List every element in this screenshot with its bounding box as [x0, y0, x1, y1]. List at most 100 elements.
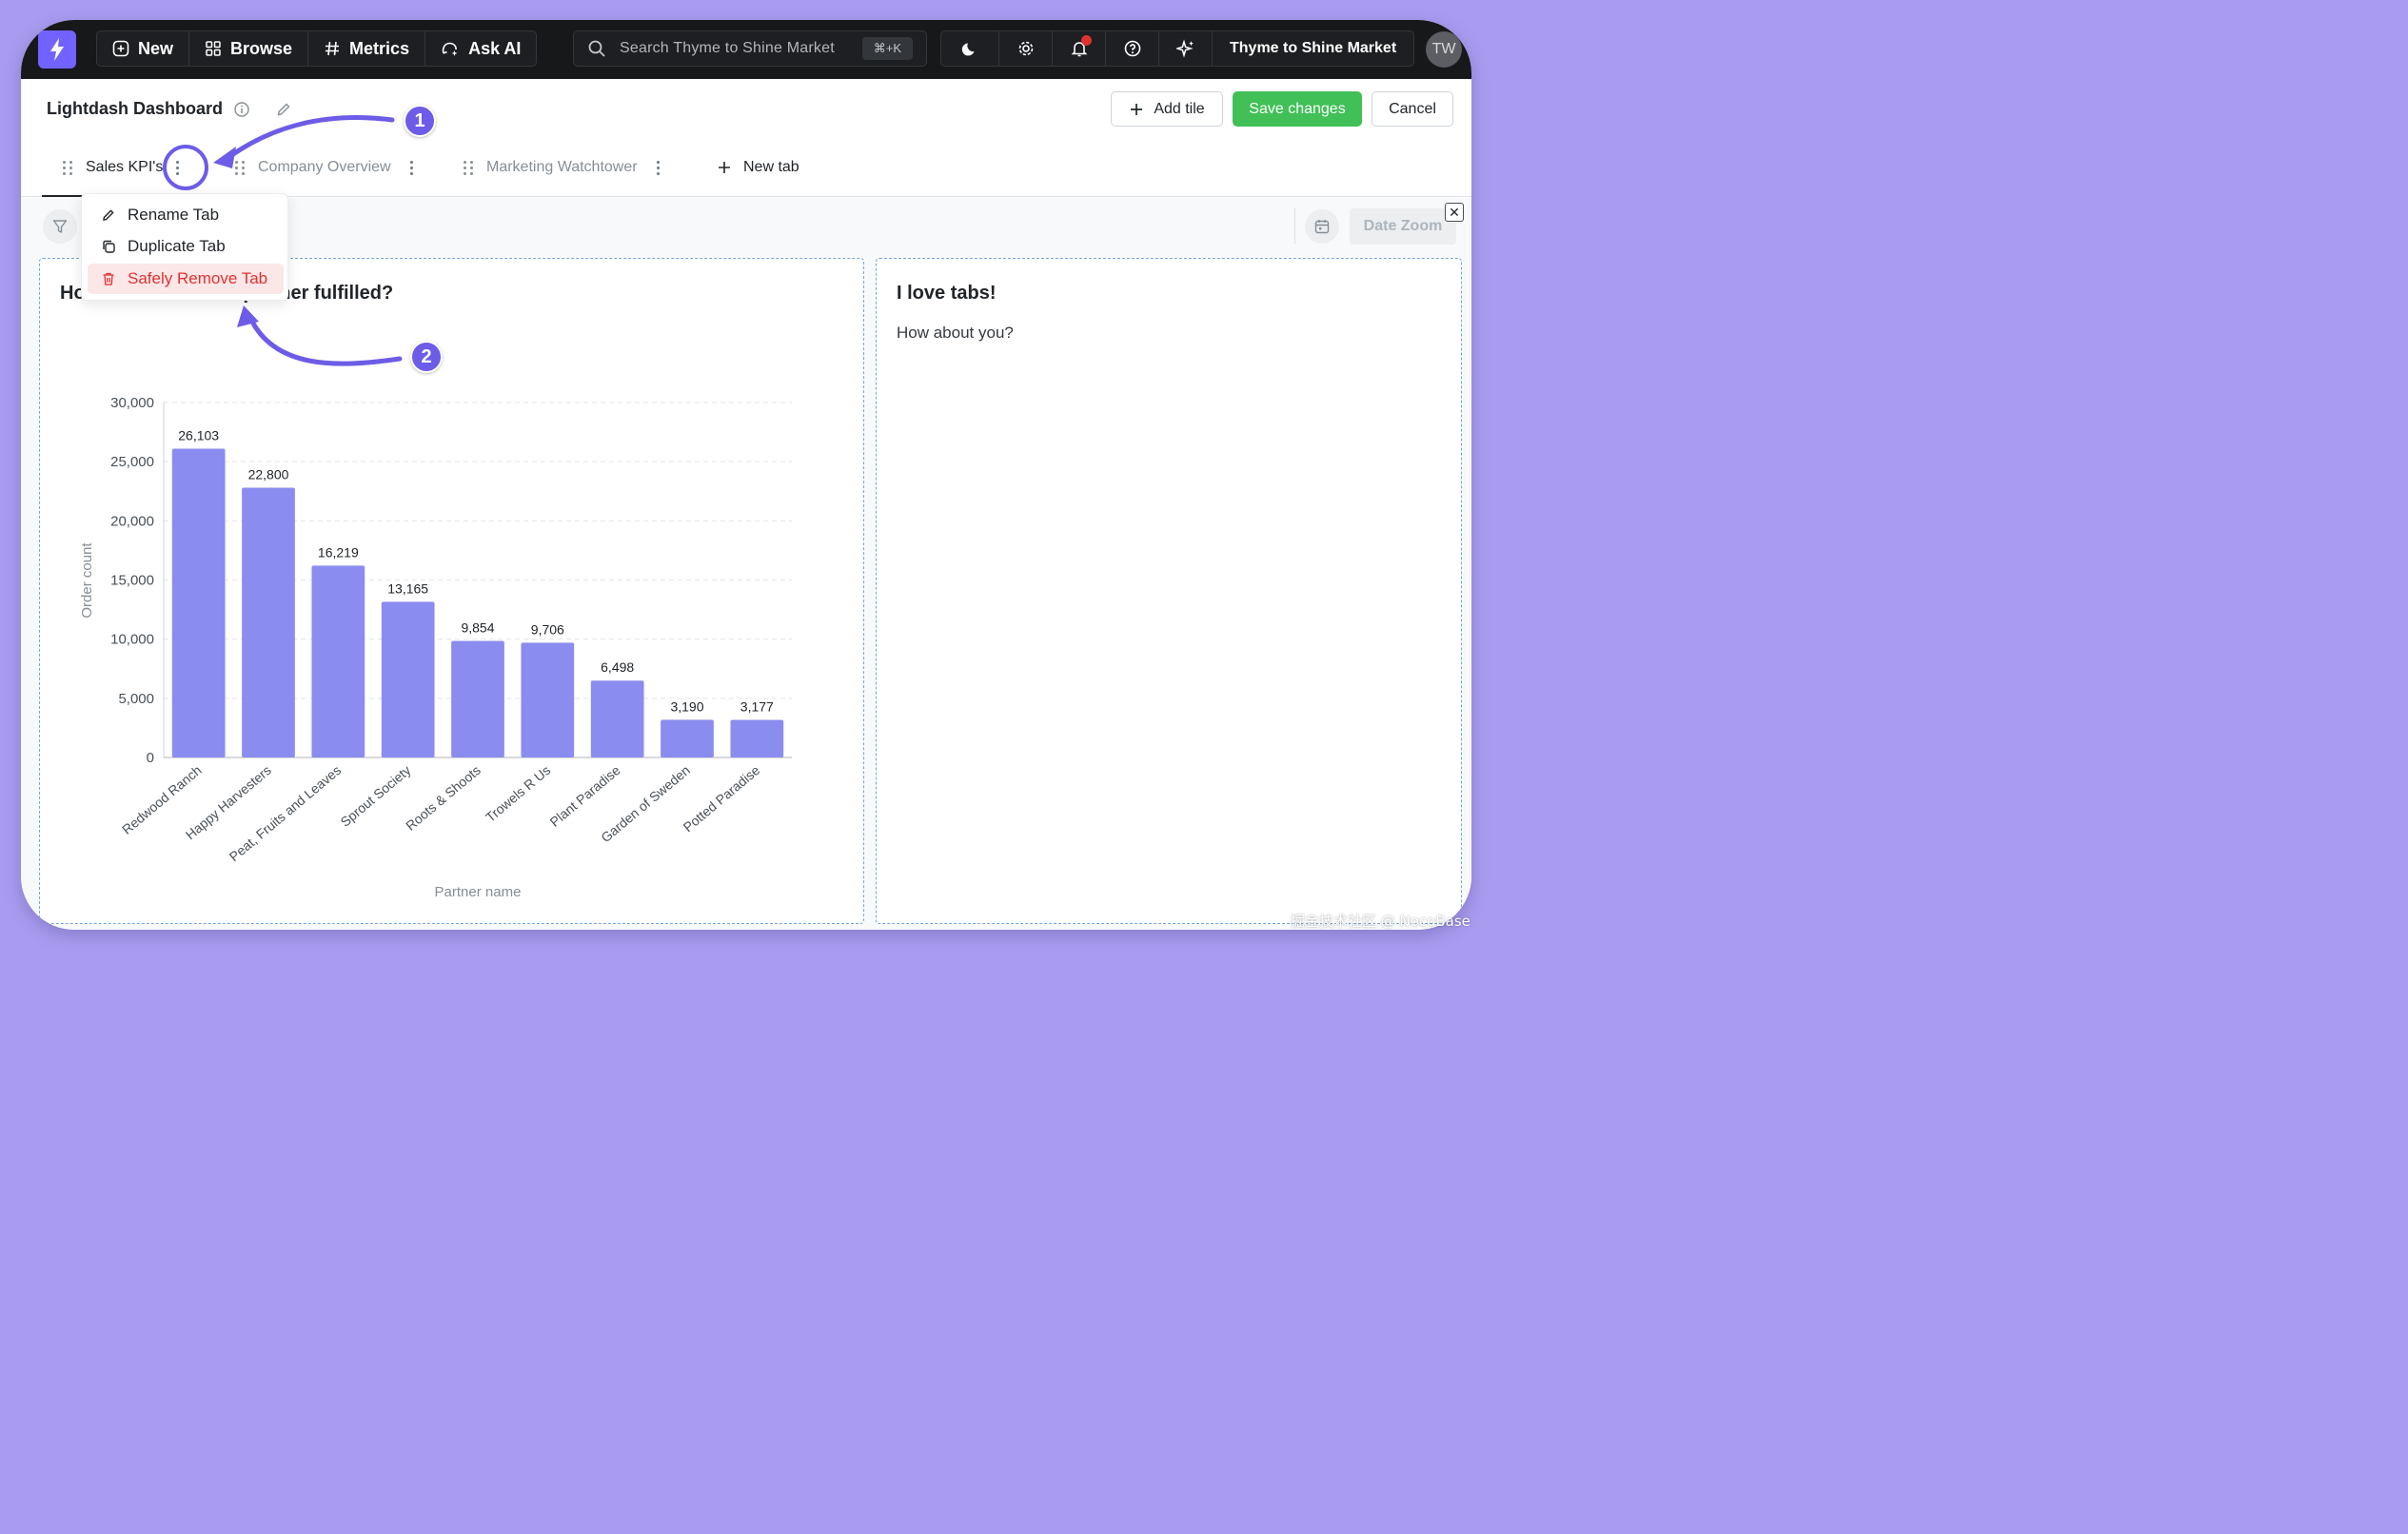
grid-icon [206, 41, 221, 56]
chart-tile[interactable]: Ho h partner fulfilled? 0 5,000 10,000 15,00… [39, 258, 864, 924]
data-label: 22,800 [248, 467, 289, 482]
x-tick-label: Plant Paradise [547, 762, 623, 830]
data-label: 13,165 [387, 580, 428, 596]
moon-icon [961, 43, 975, 56]
y-tick-label: 25,000 [110, 454, 154, 470]
utility-nav: Thyme to Shine Market [940, 30, 1415, 67]
gear-icon [1018, 41, 1033, 56]
metrics-button[interactable]: Metrics [308, 31, 426, 66]
date-zoom-label: Date Zoom [1363, 218, 1443, 234]
dashboard-tabs: Sales KPI's Company Overview Marketing W… [21, 138, 1471, 197]
drag-handle-icon[interactable] [235, 160, 245, 175]
help-button[interactable] [1106, 31, 1159, 66]
notifications-button[interactable] [1053, 31, 1106, 66]
help-icon [1124, 40, 1140, 57]
app-window: New Browse Metrics Ask AI Search Thyme t… [21, 20, 1471, 930]
save-changes-button[interactable]: Save changes [1233, 91, 1362, 127]
lightning-logo-icon[interactable] [38, 30, 76, 69]
tab-company-overview[interactable]: Company Overview [235, 138, 413, 197]
toolbar-divider [1294, 207, 1295, 244]
y-tick-label: 30,000 [110, 395, 154, 411]
settings-button[interactable] [999, 31, 1053, 66]
trash-icon [103, 272, 114, 285]
page-title: Lightdash Dashboard [47, 99, 224, 118]
bar [311, 565, 365, 757]
tab-sales-kpis[interactable]: Sales KPI's [63, 138, 180, 197]
hash-icon [326, 41, 340, 56]
tab-menu-icon[interactable] [409, 160, 413, 175]
theme-toggle-button[interactable] [941, 31, 999, 66]
edit-title-icon[interactable] [274, 100, 293, 119]
x-tick-label: Trowels R Us [483, 762, 553, 825]
x-axis-title: Partner name [435, 884, 522, 900]
menu-item-rename-tab[interactable]: Rename Tab [88, 200, 284, 230]
pencil-icon [103, 209, 114, 221]
markdown-tile[interactable]: I love tabs! How about you? [876, 258, 1462, 924]
menu-item-safely-remove-tab[interactable]: Safely Remove Tab [88, 264, 284, 294]
top-navbar: New Browse Metrics Ask AI Search Thyme t… [21, 20, 1471, 79]
avatar-initials: TW [1431, 41, 1456, 57]
info-icon[interactable] [232, 100, 251, 119]
chart-title-start: Ho [60, 283, 86, 304]
bar [171, 448, 226, 757]
notification-dot [1081, 35, 1092, 46]
save-changes-label: Save changes [1249, 100, 1346, 117]
tab-menu-icon[interactable] [656, 160, 660, 175]
plus-icon [719, 162, 730, 173]
markdown-tile-body: How about you? [897, 324, 1014, 342]
bar [661, 719, 714, 757]
y-tick-label: 5,000 [118, 691, 154, 707]
data-label: 3,177 [740, 698, 774, 714]
cancel-button[interactable]: Cancel [1372, 91, 1453, 127]
x-tick-label: Potted Paradise [681, 762, 763, 835]
new-tab-button[interactable]: New tab [717, 138, 799, 197]
date-zoom-button[interactable]: Date Zoom [1350, 208, 1456, 245]
y-tick-label: 20,000 [110, 513, 154, 529]
x-tick-label: Sprout Society [338, 762, 414, 830]
tab-label: Sales KPI's [86, 159, 164, 175]
bar [451, 640, 504, 757]
tab-marketing-watchtower[interactable]: Marketing Watchtower [464, 138, 660, 197]
menu-item-duplicate-tab[interactable]: Duplicate Tab [88, 231, 284, 262]
data-label: 16,219 [318, 544, 359, 560]
filter-button[interactable] [43, 209, 77, 244]
menu-item-label: Duplicate Tab [128, 237, 226, 255]
data-label: 9,706 [531, 621, 564, 637]
add-tile-button[interactable]: Add tile [1111, 91, 1223, 127]
y-tick-label: 10,000 [110, 632, 154, 648]
browse-button[interactable]: Browse [189, 31, 309, 66]
plus-icon [1131, 103, 1143, 115]
step-badge-2: 2 [410, 341, 443, 373]
metrics-label: Metrics [349, 38, 410, 58]
data-label: 26,103 [178, 427, 219, 442]
new-button[interactable]: New [97, 31, 190, 66]
drag-handle-icon[interactable] [63, 160, 72, 175]
search-input[interactable]: Search Thyme to Shine Market ⌘+K [573, 30, 927, 67]
cancel-label: Cancel [1389, 100, 1436, 117]
ask-ai-button[interactable]: Ask AI [425, 31, 536, 66]
new-label: New [138, 38, 174, 58]
copy-icon [103, 240, 115, 253]
avatar[interactable]: TW [1426, 31, 1462, 68]
ai-sparkles-button[interactable] [1159, 31, 1213, 66]
calendar-button[interactable] [1305, 209, 1339, 244]
y-axis-title: Order count [79, 542, 95, 619]
drag-handle-icon[interactable] [464, 160, 473, 175]
watermark: 掘金技术社区 @ NocoBase [1291, 913, 1470, 930]
markdown-tile-title: I love tabs! [897, 283, 997, 304]
org-switcher[interactable]: Thyme to Shine Market [1213, 31, 1413, 66]
search-placeholder: Search Thyme to Shine Market [620, 40, 835, 56]
bar [381, 601, 435, 757]
search-icon [588, 40, 605, 57]
step-badge-2-label: 2 [421, 345, 432, 367]
step-badge-1-label: 1 [414, 109, 425, 131]
bar [730, 719, 784, 757]
ask-ai-label: Ask AI [468, 38, 522, 58]
bar [242, 487, 295, 757]
new-tab-label: New tab [743, 159, 799, 175]
filter-icon [52, 220, 68, 233]
tab-label: Company Overview [258, 159, 391, 175]
data-label: 9,854 [461, 620, 494, 635]
add-tile-label: Add tile [1154, 100, 1205, 117]
close-icon[interactable]: ✕ [1445, 203, 1464, 222]
